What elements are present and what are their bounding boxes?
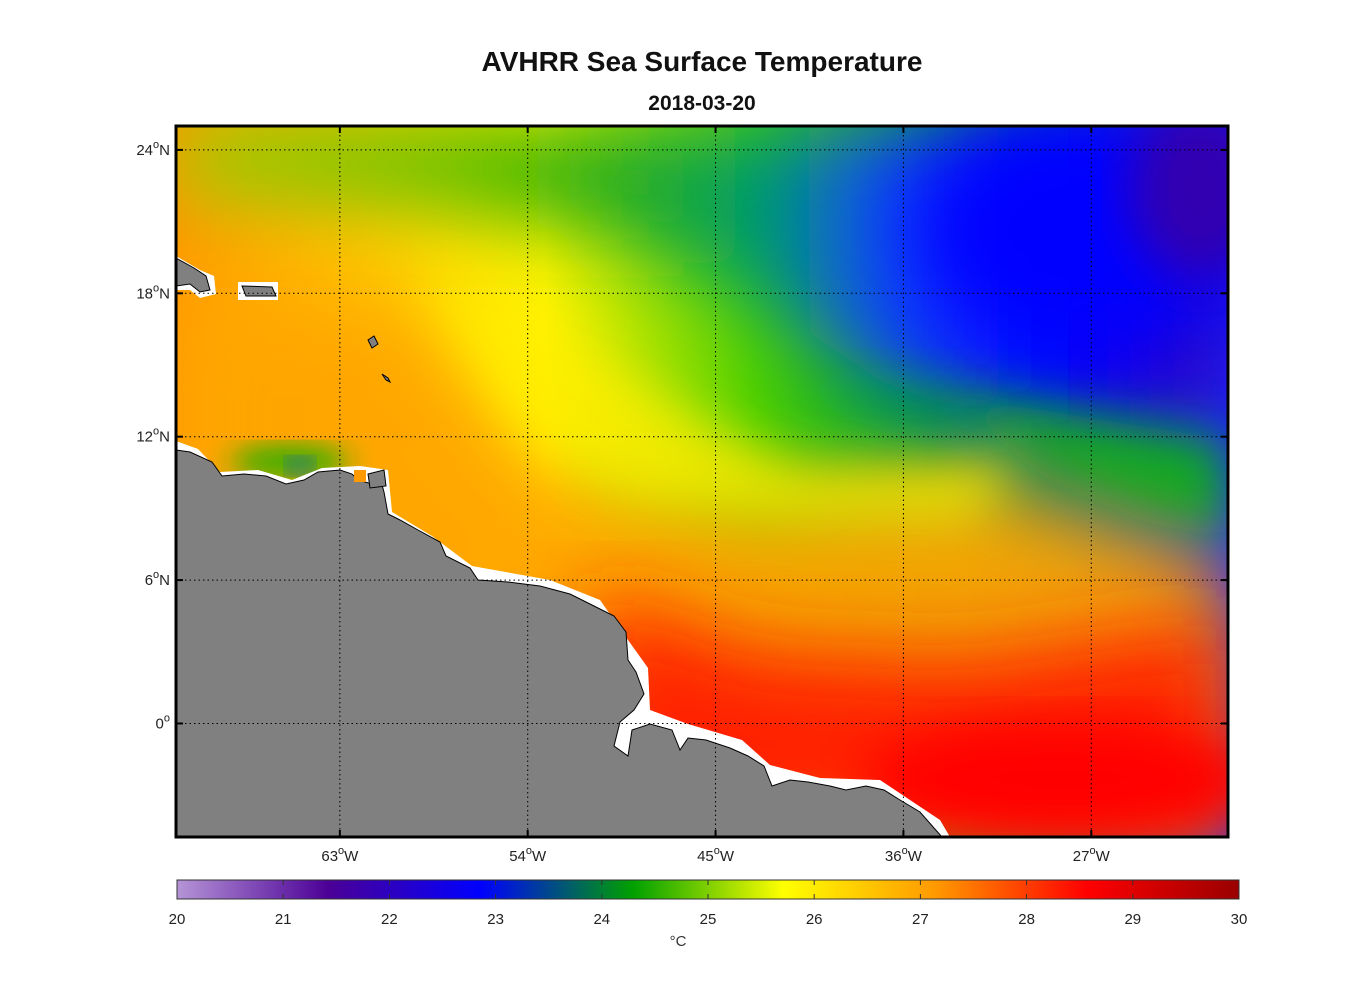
degree-symbol: o: [714, 845, 720, 857]
lat-label: 12oN: [136, 426, 170, 446]
lon-label-value: 45: [697, 848, 714, 865]
degree-symbol: o: [526, 845, 532, 857]
trinidad: [367, 469, 387, 489]
lat-label-value: 24: [136, 142, 153, 159]
degree-symbol: o: [1089, 845, 1095, 857]
degree-symbol: o: [153, 139, 159, 151]
degree-symbol: o: [153, 282, 159, 294]
colorbar-tick-label: 30: [1231, 911, 1248, 928]
degree-symbol: o: [338, 845, 344, 857]
lat-label-hemisphere: N: [159, 429, 170, 446]
lon-label: 45oW: [697, 845, 735, 865]
colorbar-tick-label: 26: [806, 911, 823, 928]
longitude-labels: 63oW 54oW 45oW 36oW 27oW: [321, 845, 1110, 865]
map-subtitle: 2018-03-20: [648, 92, 756, 115]
lat-label-hemisphere: N: [159, 285, 170, 302]
lon-label-value: 36: [885, 848, 902, 865]
lat-label-hemisphere: N: [159, 572, 170, 589]
degree-symbol: o: [902, 845, 908, 857]
hispaniola-land: [176, 257, 211, 293]
lat-label: 6oN: [145, 569, 170, 589]
colorbar-tick-label: 22: [381, 911, 398, 928]
lon-label-hemisphere: W: [908, 848, 923, 865]
lon-label-hemisphere: W: [1096, 848, 1111, 865]
lon-label-hemisphere: W: [344, 848, 359, 865]
puerto-rico: [241, 285, 277, 297]
degree-symbol: o: [153, 426, 159, 438]
map-frame: [174, 124, 1230, 839]
degree-symbol: o: [164, 712, 170, 724]
martinique: [381, 373, 392, 384]
colorbar-tick-label: 23: [487, 911, 504, 928]
colorbar-unit: °C: [669, 933, 687, 950]
lon-label-value: 54: [509, 848, 526, 865]
colorbar-tick-label: 29: [1124, 911, 1141, 928]
lat-label-value: 0: [156, 715, 164, 732]
colorbar-tick-label: 20: [169, 911, 186, 928]
lat-label-hemisphere: N: [159, 142, 170, 159]
colorbar-tick-label: 24: [593, 911, 610, 928]
lon-label-value: 27: [1073, 848, 1090, 865]
colorbar: 20 21 22 23 24 25 26 27 28 29 30: [169, 879, 1248, 928]
guadeloupe: [367, 335, 379, 349]
lon-label: 63oW: [321, 845, 359, 865]
colorbar-tick-label: 28: [1018, 911, 1035, 928]
lat-label-value: 6: [145, 572, 153, 589]
orange-coast-patch: [354, 470, 366, 482]
colorbar-tick-label: 27: [912, 911, 929, 928]
lon-label: 36oW: [885, 845, 923, 865]
land-masses: [176, 256, 950, 837]
map-gridlines: [176, 126, 1228, 837]
lat-label: 0o: [156, 712, 170, 732]
colorbar-ticks: 20 21 22 23 24 25 26 27 28 29 30: [169, 880, 1248, 928]
lat-label-value: 12: [136, 429, 153, 446]
lat-label: 24oN: [136, 139, 170, 159]
lat-label-value: 18: [136, 285, 153, 302]
lon-label-value: 63: [321, 848, 338, 865]
lat-label: 18oN: [136, 282, 170, 302]
map-title: AVHRR Sea Surface Temperature: [481, 46, 923, 77]
colorbar-tick-label: 25: [700, 911, 717, 928]
lon-label: 54oW: [509, 845, 547, 865]
lon-label: 27oW: [1073, 845, 1111, 865]
south-america: [176, 449, 943, 837]
colorbar-tick-label: 21: [275, 911, 292, 928]
lon-label-hemisphere: W: [532, 848, 547, 865]
degree-symbol: o: [153, 569, 159, 581]
lon-label-hemisphere: W: [720, 848, 735, 865]
